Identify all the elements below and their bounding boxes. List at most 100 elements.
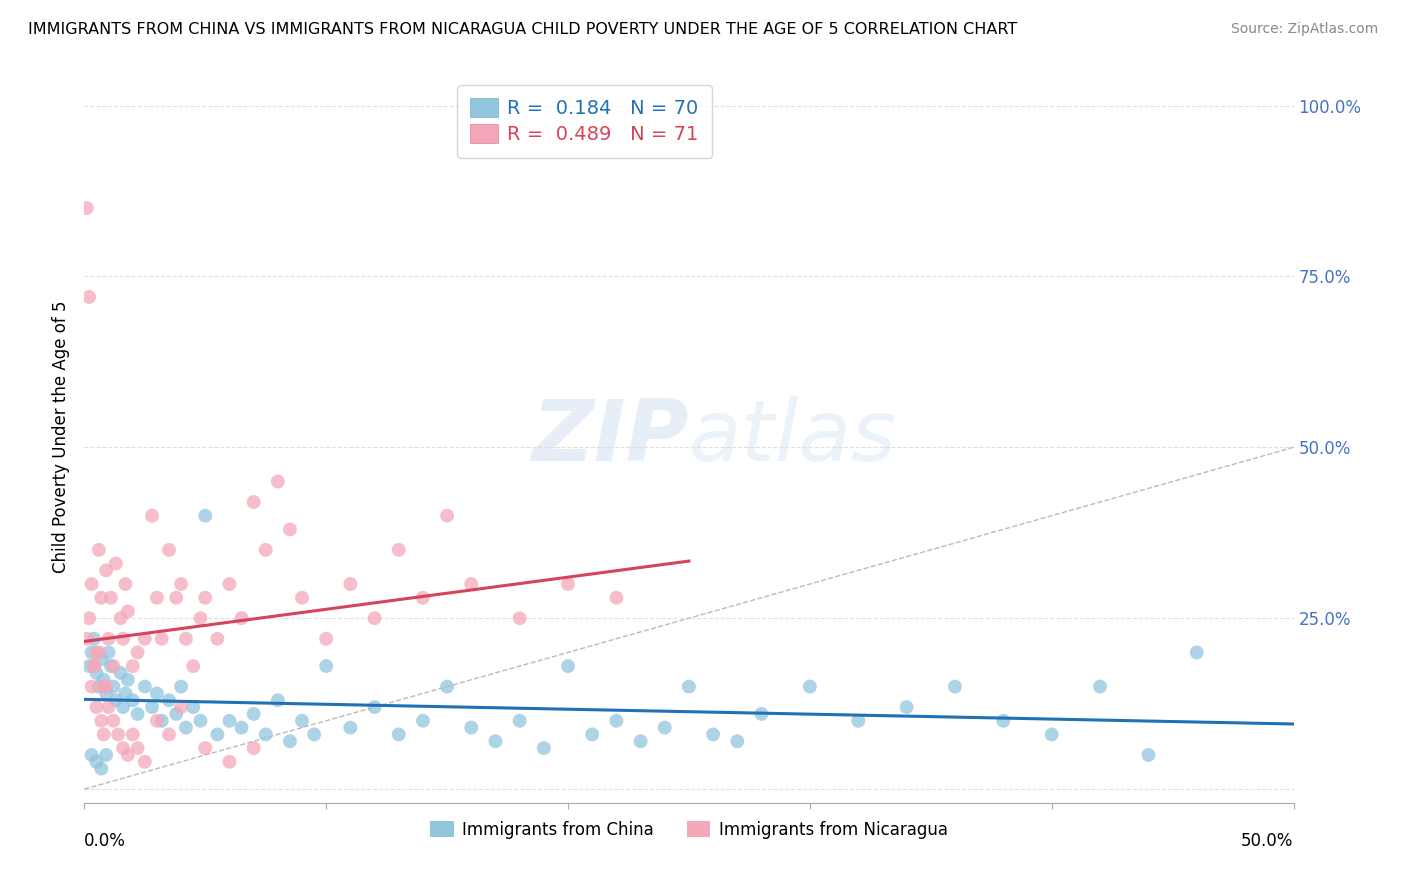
Point [533,741,555,756]
Text: IMMIGRANTS FROM CHINA VS IMMIGRANTS FROM NICARAGUA CHILD POVERTY UNDER THE AGE O: IMMIGRANTS FROM CHINA VS IMMIGRANTS FROM… [28,22,1018,37]
Point [165,706,187,721]
Point [231,721,253,735]
Point [104,557,127,571]
Point [846,714,869,728]
Point [86,665,108,680]
Point [194,591,217,605]
Point [218,577,240,591]
Point [77,659,100,673]
Point [103,680,125,694]
Point [94,680,117,694]
Point [80,680,103,694]
Point [557,577,579,591]
Point [254,727,277,741]
Point [141,700,163,714]
Point [315,632,337,646]
Point [605,591,627,605]
Text: 50.0%: 50.0% [1241,832,1294,850]
Point [484,734,506,748]
Point [751,706,773,721]
Point [181,700,204,714]
Point [134,680,156,694]
Point [291,714,314,728]
Point [278,734,301,748]
Point [97,632,120,646]
Point [1040,727,1063,741]
Point [412,714,434,728]
Point [388,727,411,741]
Point [146,714,169,728]
Point [90,762,112,776]
Point [267,693,290,707]
Point [121,659,143,673]
Point [100,659,122,673]
Point [157,542,180,557]
Text: atlas: atlas [689,395,897,479]
Point [1088,680,1111,694]
Point [77,611,100,625]
Point [110,665,132,680]
Point [112,700,135,714]
Point [103,659,125,673]
Point [278,522,301,536]
Point [194,741,217,756]
Point [112,741,135,756]
Point [436,680,458,694]
Point [799,680,821,694]
Point [460,721,482,735]
Text: 0.0%: 0.0% [84,832,127,850]
Point [93,727,115,741]
Point [242,706,264,721]
Point [254,542,277,557]
Point [87,542,110,557]
Point [103,714,125,728]
Point [174,632,197,646]
Point [117,673,139,687]
Point [339,721,361,735]
Point [76,632,98,646]
Point [231,611,253,625]
Point [77,290,100,304]
Point [146,591,169,605]
Text: ZIP: ZIP [531,395,689,479]
Point [112,632,135,646]
Point [460,577,482,591]
Point [83,659,105,673]
Point [127,741,149,756]
Point [86,700,108,714]
Point [339,577,361,591]
Point [993,714,1015,728]
Point [90,714,112,728]
Point [134,632,156,646]
Point [104,693,127,707]
Point [150,714,173,728]
Point [678,680,700,694]
Point [170,700,193,714]
Point [83,659,105,673]
Point [509,611,531,625]
Point [605,714,627,728]
Point [630,734,652,748]
Point [388,542,411,557]
Point [94,686,117,700]
Point [267,475,290,489]
Point [80,747,103,762]
Point [80,577,103,591]
Point [141,508,163,523]
Text: Source: ZipAtlas.com: Source: ZipAtlas.com [1230,22,1378,37]
Point [121,727,143,741]
Point [242,495,264,509]
Point [157,727,180,741]
Point [190,714,212,728]
Point [94,563,117,577]
Point [114,577,136,591]
Point [1185,645,1208,659]
Point [181,659,204,673]
Point [943,680,966,694]
Point [190,611,212,625]
Point [896,700,918,714]
Point [97,645,120,659]
Point [302,727,325,741]
Point [557,659,579,673]
Point [86,755,108,769]
